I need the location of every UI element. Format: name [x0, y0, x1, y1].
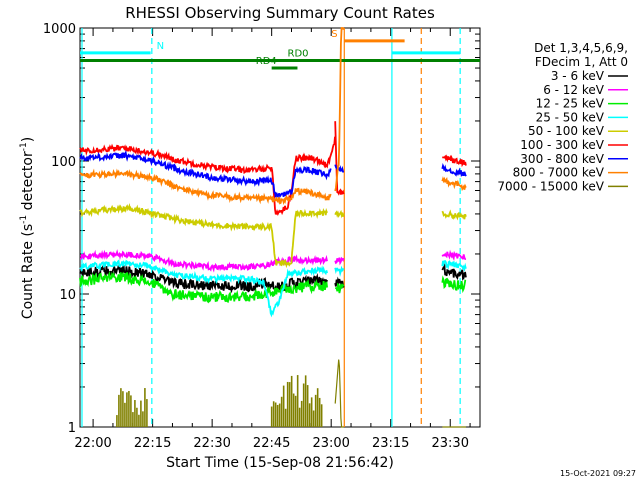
- footer-date: 15-Oct-2021 09:27: [560, 469, 636, 478]
- x-tick-label: 23:00: [312, 436, 349, 451]
- state-bar-label: RD4: [256, 56, 277, 67]
- x-tick-label: 22:15: [134, 436, 171, 451]
- series-line: [334, 209, 345, 219]
- y-axis-label-sup: -1: [19, 215, 29, 224]
- series-line: [441, 176, 467, 192]
- series-line: [334, 256, 345, 266]
- x-tick-label: 22:30: [193, 436, 230, 451]
- legend: Det 1,3,4,5,6,9, FDecim 1, Att 0 3 - 6 k…: [497, 41, 628, 193]
- y-tick-label: 10: [59, 288, 76, 303]
- series-line: [334, 164, 345, 173]
- y-axis-label-close: ): [20, 137, 36, 142]
- legend-header-line-2: FDecim 1, Att 0: [535, 55, 628, 69]
- series-line: [79, 168, 332, 206]
- series-line: [334, 276, 345, 289]
- state-bars: N RD0 RD4 S: [80, 29, 480, 70]
- series-line: [441, 249, 467, 262]
- legend-label: 300 - 800 keV: [520, 152, 604, 166]
- legend-label: 3 - 6 keV: [551, 69, 605, 83]
- state-bar-label: RD0: [288, 48, 309, 59]
- mode-markers: [81, 28, 461, 427]
- series-line: [441, 209, 467, 221]
- series-line: [334, 265, 345, 277]
- legend-header-line-1: Det 1,3,4,5,6,9,: [534, 41, 628, 55]
- series-line: [334, 27, 345, 192]
- legend-label: 7000 - 15000 keV: [497, 179, 604, 193]
- y-tick-label: 100: [51, 155, 76, 170]
- y-axis-label-tail-sup: -1: [19, 142, 29, 151]
- legend-label: 100 - 300 keV: [520, 138, 604, 152]
- plot-frame: [79, 27, 481, 428]
- y-axis-ticks: 1 10 100 1000: [43, 22, 480, 436]
- series-line: [334, 121, 345, 196]
- series-line: [79, 270, 328, 304]
- series-line: [441, 260, 467, 273]
- series-line: [334, 359, 344, 428]
- x-tick-label: 23:30: [432, 436, 469, 451]
- y-tick-label: 1000: [43, 22, 76, 37]
- x-axis-ticks: 22:00 22:15 22:30 22:45 23:00 23:15 23:30: [74, 28, 471, 451]
- legend-label: 12 - 25 keV: [536, 97, 605, 111]
- x-axis-label: Start Time (15-Sep-08 21:56:42): [166, 455, 394, 471]
- x-tick-label: 22:00: [74, 436, 111, 451]
- x-tick-label: 22:45: [253, 436, 290, 451]
- legend-label: 800 - 7000 keV: [513, 166, 605, 180]
- legend-label: 25 - 50 keV: [536, 110, 605, 124]
- y-axis-label-main: Count Rate (s: [20, 224, 36, 319]
- series-line: [79, 259, 328, 318]
- x-tick-label: 23:15: [372, 436, 409, 451]
- chart-title: RHESSI Observing Summary Count Rates: [125, 4, 435, 22]
- series-lines: [79, 27, 467, 428]
- legend-label: 50 - 100 keV: [528, 124, 605, 138]
- state-bar-label: N: [157, 41, 164, 52]
- legend-label: 6 - 12 keV: [543, 83, 605, 97]
- series-line: [335, 282, 345, 294]
- series-line: [441, 163, 467, 177]
- series-line: [79, 203, 328, 269]
- series-line: [441, 263, 467, 281]
- series-line: [441, 275, 467, 294]
- series-line: [441, 154, 467, 168]
- y-axis-label: Count Rate (s-1 detector-1): [19, 137, 36, 319]
- series-line: [79, 249, 328, 273]
- y-tick-label: 1: [68, 421, 76, 436]
- y-axis-label-tail: detector: [20, 151, 36, 215]
- series-line: [79, 149, 332, 199]
- state-bar-label: S: [331, 29, 337, 40]
